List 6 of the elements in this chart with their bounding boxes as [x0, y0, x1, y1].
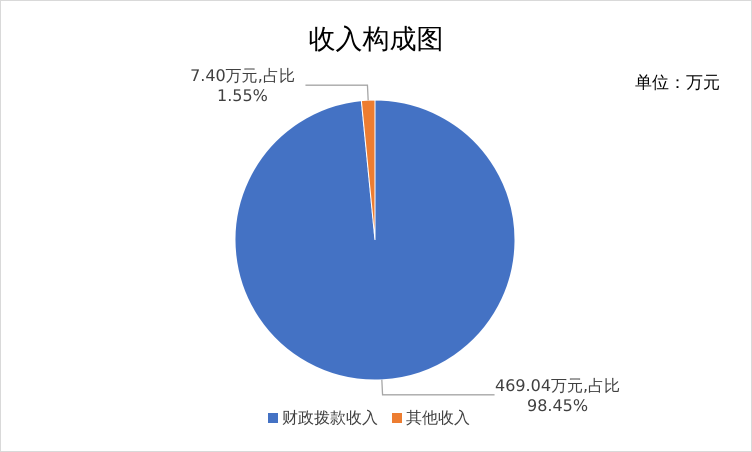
- legend-label: 财政拨款收入: [282, 408, 378, 427]
- text: 单位：万元: [635, 73, 720, 93]
- chart-title: 收入构成图: [308, 24, 444, 55]
- legend-label: 其他收入: [406, 408, 470, 427]
- data-label: 469.04万元,占比 98.45%: [495, 376, 620, 415]
- data-label: 7.40万元,占比 1.55%: [190, 66, 295, 106]
